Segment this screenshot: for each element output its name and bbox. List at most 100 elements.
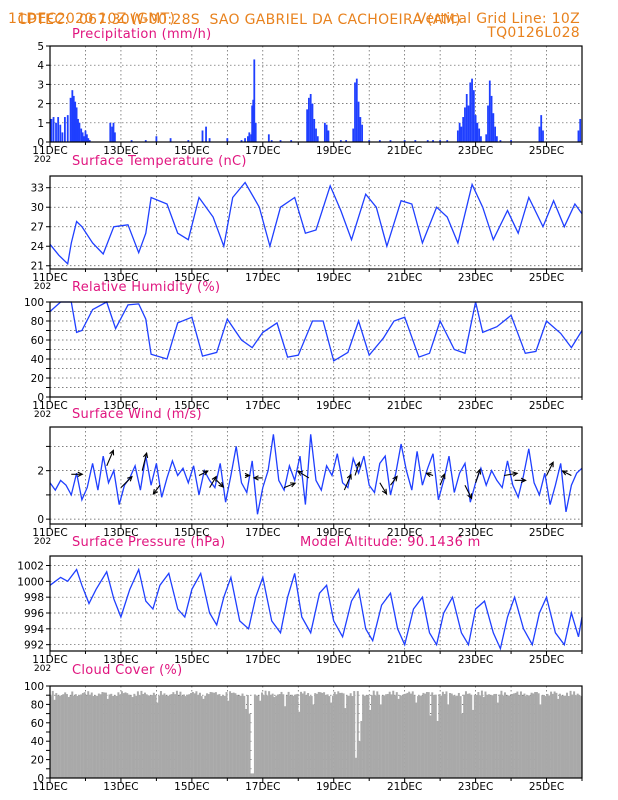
precip-bar-14	[78, 122, 81, 142]
cloud-bar-243	[480, 690, 483, 778]
cloud-bar-37	[115, 695, 118, 778]
cloud-bar-230	[457, 692, 460, 778]
precip-bar-94	[494, 126, 497, 142]
precip-bar-29	[169, 138, 172, 142]
cloud-bar-217	[434, 694, 437, 778]
wind-vector-10	[283, 482, 296, 489]
cloud-bar-118	[259, 700, 262, 778]
wind-series-line	[49, 434, 583, 515]
cloud-bar-292	[567, 695, 570, 778]
cloud-bar-255	[502, 695, 505, 778]
cloud-bar-284	[553, 691, 556, 778]
cloud-bar-215	[431, 692, 434, 778]
precip-bar-45	[270, 140, 273, 142]
rh-series-line	[49, 301, 583, 362]
cloud-bar-67	[168, 694, 171, 778]
cloud-bar-111	[246, 695, 249, 778]
precip-bar-62	[355, 78, 358, 142]
precip-bar-78	[462, 117, 465, 142]
wind-vector-head-15	[392, 475, 398, 482]
cloud-bar-74	[181, 695, 184, 778]
cloud-bar-265	[519, 691, 522, 778]
coords-label: 067:30W-00:28S	[78, 12, 200, 28]
precip-bar-43	[254, 122, 257, 142]
cloud-bar-139	[296, 693, 299, 778]
cloud-bar-19	[83, 692, 86, 778]
pres-xtick-label-3: 17DEC	[245, 654, 280, 666]
cloud-bar-91	[211, 692, 214, 778]
cloud-bar-183	[374, 695, 377, 778]
cloud-bar-82	[195, 691, 198, 778]
precip-bar-34	[226, 138, 229, 142]
cloud-bar-60	[156, 702, 159, 778]
cloud-bar-10	[67, 697, 70, 778]
temp-frame	[49, 175, 583, 270]
cloud-bar-133	[285, 695, 288, 778]
precip-bar-40	[251, 105, 254, 142]
cloud-bar-80	[191, 691, 194, 778]
precip-ytick-label-2: 2	[37, 99, 44, 111]
rh-ytick-label-4: 80	[31, 316, 44, 328]
cloud-bar-33	[108, 694, 111, 778]
cloud-bar-239	[473, 694, 476, 778]
wind-vector-22	[546, 462, 554, 476]
cloud-bar-70	[174, 694, 177, 778]
cloud-bar-89	[207, 694, 210, 778]
wind-xtick-label-0: 11DEC	[32, 527, 67, 539]
precip-bar-57	[327, 130, 330, 142]
wind-vector-head-8	[244, 472, 251, 479]
cloud-bar-72	[177, 695, 180, 778]
cloud-bar-223	[445, 691, 448, 778]
precip-bar-90	[487, 105, 489, 142]
precip-bar-96	[499, 140, 502, 142]
cloud-bar-150	[316, 693, 318, 778]
temp-ytick-label-1: 24	[31, 241, 45, 253]
cloud-bar-7	[62, 694, 65, 778]
precip-bar-60	[352, 128, 355, 142]
cloud-bar-198	[401, 695, 404, 778]
cloud-bar-100	[227, 700, 230, 778]
precip-bar-15	[80, 128, 83, 142]
cloud-bar-298	[578, 694, 581, 778]
precip-bar-102	[579, 118, 582, 142]
cloud-bar-76	[184, 696, 187, 778]
cloud-bar-177	[363, 695, 366, 778]
cloud-bar-182	[372, 690, 375, 778]
pres-subtitle: Model Altitude: 90.1436 m	[300, 535, 481, 550]
cloud-ytick-label-1: 20	[31, 755, 44, 767]
cloud-ytick-label-3: 60	[31, 718, 44, 730]
temp-year-label: 202	[34, 282, 51, 292]
wind-vector-15	[390, 476, 398, 486]
cloud-bar-49	[136, 691, 139, 778]
cloud-bar-214	[429, 715, 432, 778]
wind-vector-head-21	[520, 477, 527, 484]
cloud-bar-205	[413, 695, 416, 778]
cloud-bar-71	[175, 690, 178, 778]
cloud-bar-6	[60, 695, 63, 778]
cloud-bar-159	[331, 695, 334, 778]
cloud-bar-199	[402, 694, 405, 778]
cloud-bar-234	[464, 691, 467, 778]
cloud-bar-155	[324, 694, 327, 778]
pres-xtick-label-7: 25DEC	[529, 654, 564, 666]
precip-bar-75	[456, 130, 459, 142]
cloud-bar-197	[399, 695, 402, 778]
cloud-bar-29	[101, 692, 104, 778]
precip-bar-93	[492, 113, 495, 142]
wind-vector-head-20	[512, 471, 519, 477]
precip-xtick-label-0: 11DEC	[32, 145, 67, 157]
cloud-bar-36	[113, 695, 116, 778]
precip-year-label: 202	[34, 155, 51, 165]
precip-ytick-label-1: 1	[37, 118, 44, 130]
cloud-bar-289	[562, 695, 565, 778]
temp-xtick-label-4: 19DEC	[316, 272, 351, 284]
precip-bar-81	[467, 105, 470, 142]
wind-vector-17	[439, 473, 446, 486]
cloud-bar-174	[358, 741, 361, 778]
cloud-bar-26	[96, 695, 99, 778]
precip-bar-26	[130, 140, 133, 142]
cloud-bar-114	[252, 773, 255, 778]
cloud-bar-144	[305, 695, 308, 778]
precip-bar-59	[345, 140, 348, 142]
cloud-bar-105	[236, 694, 239, 778]
